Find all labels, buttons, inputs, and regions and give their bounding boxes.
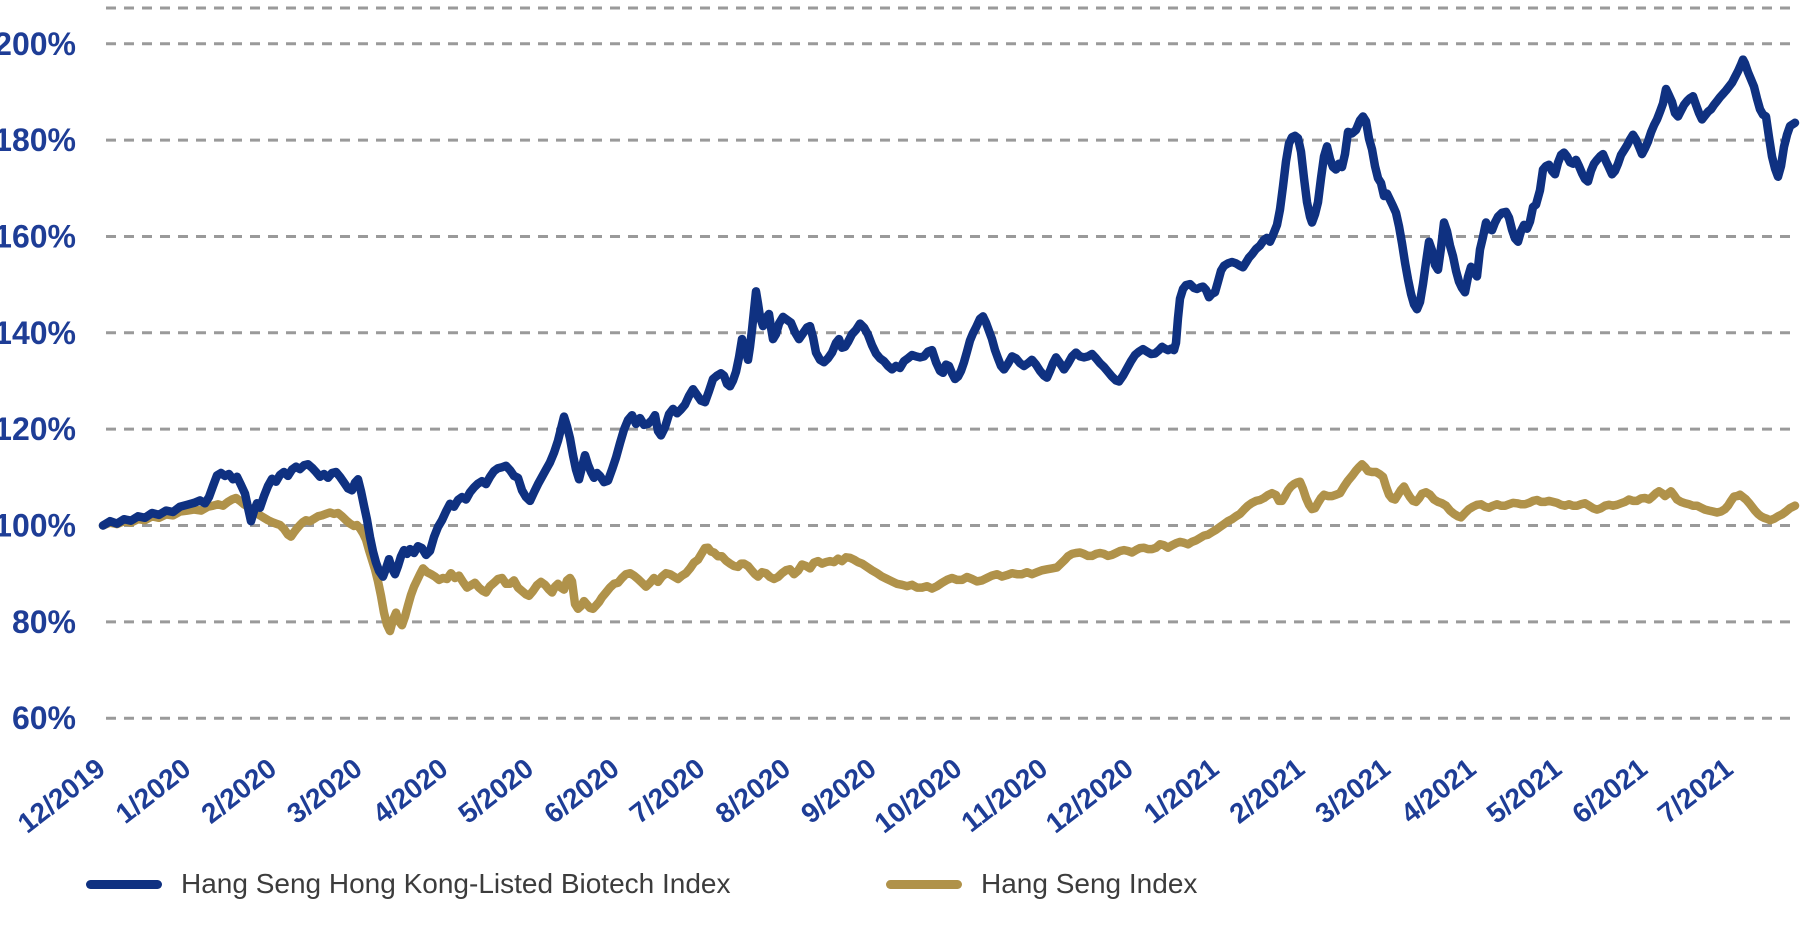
y-axis-label: 180% (0, 122, 76, 158)
chart-legend: Hang Seng Hong Kong-Listed Biotech Index… (0, 862, 1800, 906)
x-axis-label: 5/2020 (453, 752, 540, 829)
x-axis-label: 12/2019 (12, 752, 111, 839)
biotech-index-line (98, 55, 1800, 581)
y-axis-label: 80% (12, 604, 76, 640)
legend-item-biotech-index: Hang Seng Hong Kong-Listed Biotech Index (86, 862, 731, 906)
x-axis-label: 4/2021 (1395, 752, 1482, 829)
y-axis-label: 200% (0, 26, 76, 62)
y-axis-label: 100% (0, 508, 76, 544)
biotech-index-swatch (86, 879, 162, 889)
x-axis-label: 5/2021 (1481, 752, 1568, 829)
x-axis-label: 12/2020 (1040, 752, 1139, 839)
x-axis-label: 9/2020 (795, 752, 882, 829)
x-axis-label: 2/2020 (195, 752, 282, 829)
biotech-index-legend-label: Hang Seng Hong Kong-Listed Biotech Index (181, 868, 731, 899)
x-axis-label: 2/2021 (1224, 752, 1311, 829)
y-axis-label: 120% (0, 411, 76, 447)
x-axis-label: 1/2021 (1138, 752, 1225, 829)
x-axis-label: 11/2020 (956, 752, 1054, 838)
y-axis-label: 140% (0, 315, 76, 351)
y-axis-label: 60% (12, 700, 76, 736)
x-axis-label: 4/2020 (367, 752, 454, 829)
hang-seng-index-legend-label: Hang Seng Index (981, 868, 1198, 899)
y-axis-label: 160% (0, 218, 76, 254)
legend-item-hang-seng-index: Hang Seng Index (886, 862, 1197, 906)
x-axis-label: 1/2020 (110, 752, 197, 829)
x-axis-label: 3/2021 (1309, 752, 1396, 829)
x-axis-label: 3/2020 (281, 752, 368, 829)
x-axis-label: 10/2020 (869, 752, 968, 839)
hang-seng-index-line (98, 460, 1800, 636)
hang-seng-index-swatch (886, 879, 962, 889)
x-axis-label: 8/2020 (710, 752, 797, 829)
x-axis-label: 6/2020 (538, 752, 625, 829)
x-axis-label: 7/2021 (1652, 752, 1739, 829)
x-axis-label: 6/2021 (1566, 752, 1653, 829)
x-axis-label: 7/2020 (624, 752, 711, 829)
